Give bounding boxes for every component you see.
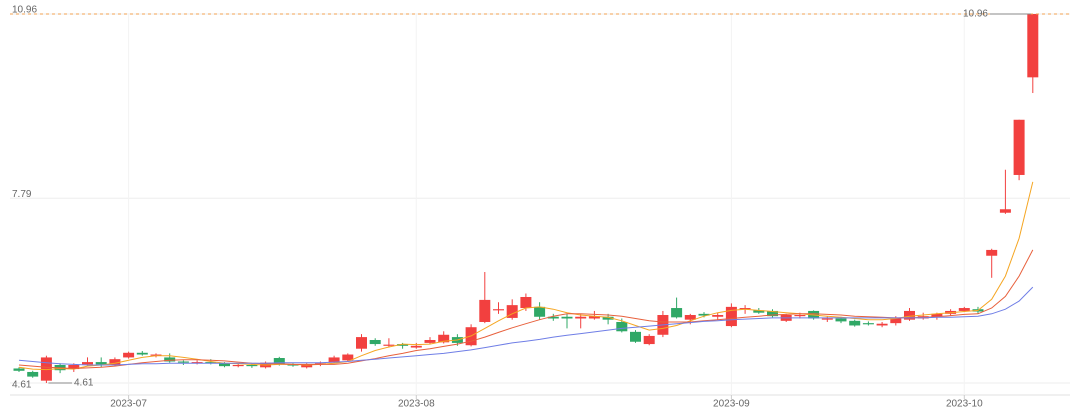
candle-body	[123, 352, 135, 358]
candle-body	[369, 339, 381, 345]
ma-line	[18, 181, 1034, 371]
candle-body	[438, 334, 450, 343]
min-label: 4.61	[74, 378, 94, 389]
candle-body	[328, 357, 340, 363]
candle-body	[630, 331, 641, 342]
candle-body	[191, 362, 203, 364]
candle-body	[999, 209, 1011, 213]
candle-body	[849, 320, 861, 326]
candle-body	[958, 308, 970, 311]
ma-line	[18, 286, 1034, 366]
candle-body	[712, 315, 724, 317]
candle-body	[506, 305, 518, 318]
x-tick-label: 2023-10	[946, 399, 983, 410]
candle-body	[1027, 14, 1039, 78]
candle-body	[547, 316, 559, 319]
candle-body	[616, 321, 628, 332]
y-tick-label: 4.61	[12, 380, 32, 391]
candle-body	[356, 337, 367, 349]
candle-body	[588, 316, 600, 319]
candle-body	[753, 310, 765, 313]
candle-body	[424, 339, 436, 343]
ma-line	[18, 249, 1034, 370]
candle-body	[862, 323, 874, 325]
candle-body	[287, 364, 299, 366]
candle-body	[383, 344, 395, 346]
candle-body	[40, 357, 52, 381]
candle-body	[397, 344, 409, 346]
candle-body	[232, 364, 244, 367]
candle-body	[150, 354, 162, 356]
candle-body	[479, 299, 491, 322]
candle-body	[109, 359, 121, 365]
candle-body	[767, 310, 778, 317]
candle-body	[575, 316, 587, 319]
candle-body	[698, 313, 710, 316]
candle-body	[27, 371, 39, 377]
candle-body	[13, 368, 25, 371]
candle-body	[725, 306, 737, 327]
x-tick-label: 2023-07	[110, 399, 147, 410]
candle-body	[890, 318, 902, 324]
candle-body	[821, 318, 833, 320]
candle-body	[68, 364, 80, 370]
candle-body	[177, 361, 189, 363]
candle-body	[205, 362, 217, 364]
candle-body	[273, 358, 285, 365]
candle-body	[520, 296, 532, 309]
candle-body	[794, 315, 806, 317]
candle-body	[561, 316, 573, 319]
candle-body	[95, 362, 107, 365]
candle-body	[876, 323, 888, 326]
candle-body	[835, 318, 847, 322]
candle-body	[82, 362, 93, 365]
candle-body	[602, 316, 614, 320]
candle-body	[739, 308, 751, 310]
candle-body	[219, 363, 230, 367]
candle-body	[643, 335, 655, 345]
candle-body	[342, 354, 354, 361]
y-tick-label: 10.96	[12, 5, 37, 16]
y-tick-label: 7.79	[12, 189, 32, 200]
max-label: 10.96	[963, 9, 988, 20]
candle-body	[986, 249, 998, 256]
candle-body	[931, 313, 943, 317]
candle-body	[493, 309, 504, 311]
candle-body	[684, 315, 696, 320]
candle-body	[136, 352, 148, 355]
candle-body	[671, 308, 683, 318]
x-tick-label: 2023-08	[398, 399, 435, 410]
candle-body	[534, 306, 546, 317]
candle-body	[1013, 119, 1025, 175]
candle-body	[164, 357, 176, 362]
candle-body	[301, 364, 313, 368]
candle-body	[410, 345, 422, 348]
candle-body	[246, 364, 258, 367]
candle-body	[314, 363, 326, 365]
candle-body	[904, 310, 915, 320]
x-tick-label: 2023-09	[713, 399, 750, 410]
